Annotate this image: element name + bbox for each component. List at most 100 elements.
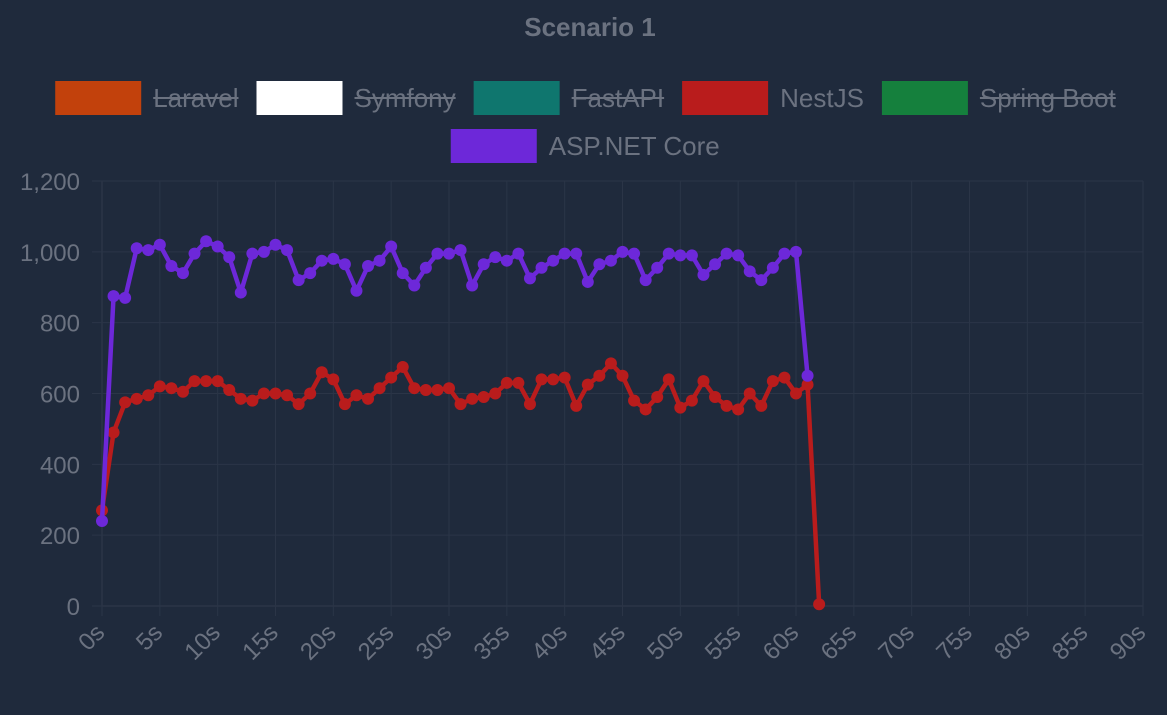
data-point-nestjs[interactable] [200,375,213,388]
data-point-nestjs[interactable] [211,375,224,388]
data-point-asp-net-core[interactable] [604,254,617,267]
data-point-nestjs[interactable] [801,378,814,391]
data-point-nestjs[interactable] [581,378,594,391]
data-point-asp-net-core[interactable] [338,258,351,271]
data-point-asp-net-core[interactable] [327,252,340,265]
data-point-nestjs[interactable] [257,387,270,400]
data-point-nestjs[interactable] [454,398,467,411]
data-point-asp-net-core[interactable] [662,247,675,260]
data-point-asp-net-core[interactable] [732,249,745,262]
data-point-asp-net-core[interactable] [801,369,814,382]
data-point-nestjs[interactable] [176,385,189,398]
data-point-asp-net-core[interactable] [373,254,386,267]
data-point-asp-net-core[interactable] [188,247,201,260]
data-point-asp-net-core[interactable] [500,254,513,267]
data-point-asp-net-core[interactable] [790,245,802,258]
data-point-nestjs[interactable] [234,392,247,405]
data-point-nestjs[interactable] [130,392,143,405]
data-point-nestjs[interactable] [674,401,687,414]
data-point-nestjs[interactable] [685,394,698,407]
data-point-asp-net-core[interactable] [558,247,571,260]
data-point-asp-net-core[interactable] [385,240,398,253]
data-point-asp-net-core[interactable] [489,251,502,264]
data-point-asp-net-core[interactable] [211,240,224,253]
data-point-nestjs[interactable] [165,382,178,395]
data-point-asp-net-core[interactable] [96,515,108,527]
data-point-nestjs[interactable] [790,387,802,400]
data-point-nestjs[interactable] [489,387,502,400]
data-point-nestjs[interactable] [697,375,710,388]
data-point-nestjs[interactable] [766,375,779,388]
data-point-asp-net-core[interactable] [581,275,594,288]
data-point-nestjs[interactable] [246,394,259,407]
data-point-nestjs[interactable] [651,391,664,404]
data-point-nestjs[interactable] [523,398,536,411]
data-point-nestjs[interactable] [443,382,455,395]
data-point-nestjs[interactable] [616,369,629,382]
data-point-asp-net-core[interactable] [234,286,247,299]
legend-item-spring-boot[interactable]: Spring Boot [881,81,1117,115]
legend-item-symfony[interactable]: Symfony [256,81,456,115]
data-point-nestjs[interactable] [743,387,756,400]
data-point-nestjs[interactable] [431,383,444,396]
data-point-nestjs[interactable] [709,391,722,404]
data-point-nestjs[interactable] [292,398,305,411]
data-point-asp-net-core[interactable] [628,247,641,260]
data-point-asp-net-core[interactable] [593,258,606,271]
data-point-nestjs[interactable] [373,382,386,395]
data-point-nestjs[interactable] [408,382,421,395]
data-point-nestjs[interactable] [755,399,768,412]
data-point-asp-net-core[interactable] [246,247,259,260]
data-point-asp-net-core[interactable] [304,267,317,280]
data-point-nestjs[interactable] [338,398,351,411]
data-point-asp-net-core[interactable] [570,247,583,260]
data-point-nestjs[interactable] [269,387,282,400]
data-point-asp-net-core[interactable] [720,247,733,260]
data-point-nestjs[interactable] [153,380,166,393]
data-point-nestjs[interactable] [327,373,340,386]
legend-item-fastapi[interactable]: FastAPI [473,81,664,115]
legend-item-asp-net-core[interactable]: ASP.NET Core [450,129,720,163]
data-point-asp-net-core[interactable] [454,244,467,257]
data-point-asp-net-core[interactable] [176,267,189,280]
data-point-nestjs[interactable] [662,373,675,386]
data-point-asp-net-core[interactable] [778,247,791,260]
data-point-nestjs[interactable] [558,371,571,384]
data-point-nestjs[interactable] [570,399,583,412]
data-point-asp-net-core[interactable] [431,247,444,260]
data-point-asp-net-core[interactable] [755,274,768,287]
data-point-asp-net-core[interactable] [396,267,409,280]
data-point-nestjs[interactable] [813,598,826,611]
data-point-asp-net-core[interactable] [639,274,652,287]
data-point-asp-net-core[interactable] [477,258,490,271]
data-point-asp-net-core[interactable] [315,254,328,267]
data-point-asp-net-core[interactable] [350,284,363,297]
data-point-nestjs[interactable] [466,392,479,405]
data-point-nestjs[interactable] [385,371,398,384]
data-point-asp-net-core[interactable] [535,261,548,274]
data-point-nestjs[interactable] [500,376,513,389]
data-point-asp-net-core[interactable] [512,247,525,260]
data-point-nestjs[interactable] [350,389,363,402]
data-point-nestjs[interactable] [535,373,548,386]
data-point-asp-net-core[interactable] [616,245,629,258]
data-point-asp-net-core[interactable] [257,245,270,258]
data-point-asp-net-core[interactable] [709,258,722,271]
data-point-nestjs[interactable] [396,360,409,373]
data-point-asp-net-core[interactable] [547,254,560,267]
data-point-nestjs[interactable] [223,383,236,396]
data-point-nestjs[interactable] [315,366,328,379]
data-point-nestjs[interactable] [593,369,606,382]
data-point-asp-net-core[interactable] [697,268,710,281]
data-point-nestjs[interactable] [119,396,132,409]
data-point-nestjs[interactable] [188,375,201,388]
data-point-asp-net-core[interactable] [130,242,143,255]
data-point-nestjs[interactable] [604,357,617,370]
legend-item-laravel[interactable]: Laravel [55,81,239,115]
data-point-asp-net-core[interactable] [281,244,294,257]
data-point-asp-net-core[interactable] [651,261,664,274]
data-point-nestjs[interactable] [628,394,641,407]
data-point-asp-net-core[interactable] [362,260,375,272]
data-point-nestjs[interactable] [304,387,317,400]
data-point-nestjs[interactable] [477,391,490,404]
